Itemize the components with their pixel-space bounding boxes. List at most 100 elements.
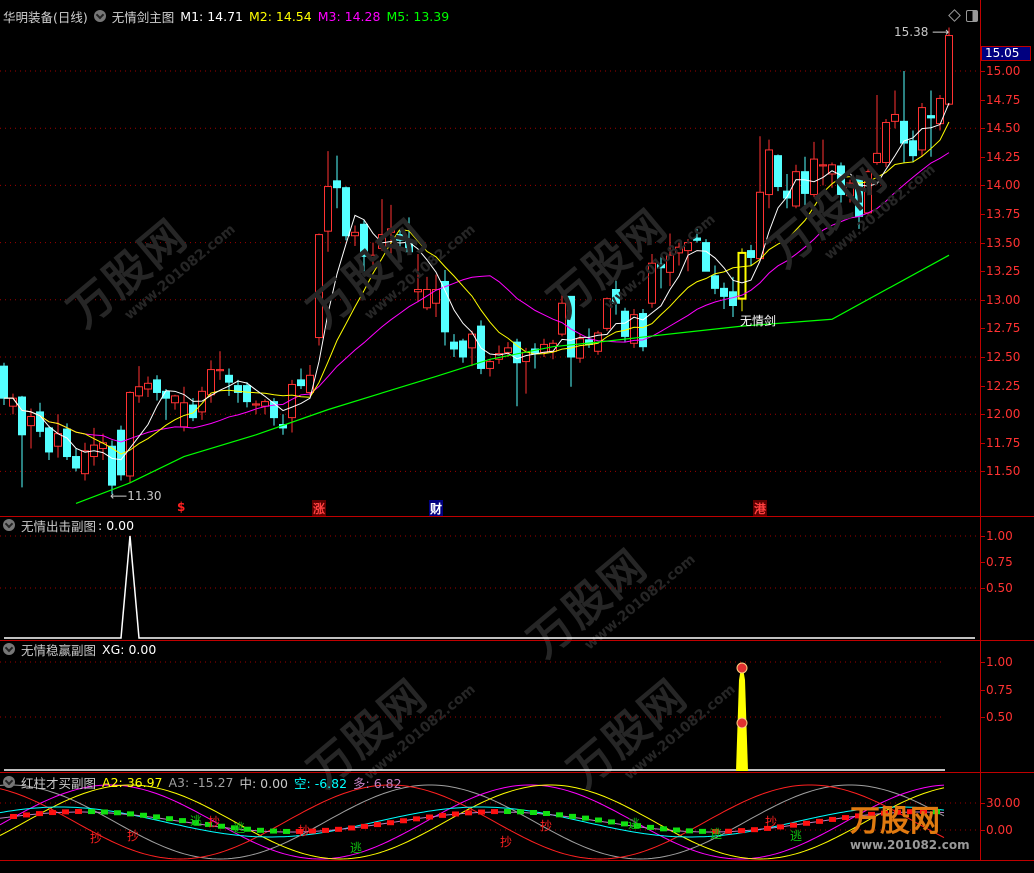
axis-tick — [980, 442, 985, 444]
candle-body — [576, 338, 584, 359]
candle-body — [792, 171, 800, 207]
candle — [333, 155, 341, 209]
oscillator-bar — [10, 814, 17, 819]
panel-divider[interactable] — [0, 640, 1034, 641]
price-axis-label: 13.50 — [986, 235, 1021, 250]
panel2-value: XG: 0.00 — [102, 641, 157, 657]
oscillator-bar — [257, 827, 264, 833]
candle — [36, 402, 44, 438]
axis-tick — [980, 185, 985, 187]
price-axis-label: 14.25 — [986, 149, 1021, 164]
oscillator-bar — [309, 828, 316, 834]
candle-body — [747, 250, 755, 258]
candle — [774, 154, 782, 192]
panel-divider[interactable] — [0, 516, 1034, 517]
short-value: 空: -6.82 — [294, 775, 348, 791]
axis-tick — [980, 271, 985, 273]
axis-tick — [980, 717, 985, 718]
oscillator-bar — [933, 809, 940, 815]
chevron-down-icon[interactable] — [3, 519, 15, 531]
signal-coin-icon — [736, 662, 748, 674]
oscillator-bar — [777, 824, 784, 830]
candle-body — [459, 340, 467, 358]
candle — [27, 408, 35, 449]
panel-divider[interactable] — [0, 772, 1034, 773]
candle-body — [405, 239, 413, 253]
sell-signal: 逃 — [350, 841, 362, 855]
candle — [225, 368, 233, 396]
oscillator-bar — [920, 809, 927, 814]
candle — [756, 136, 764, 261]
candle-body — [810, 158, 818, 196]
sell-signal: 逃 — [710, 827, 722, 841]
candle — [315, 233, 323, 346]
candlestick-chart[interactable] — [0, 0, 980, 516]
candle — [801, 156, 809, 209]
panel2-axis-label: 0.75 — [986, 682, 1013, 697]
event-marker[interactable]: $ — [177, 500, 186, 514]
oscillator-bar — [49, 810, 56, 816]
oscillator-bar — [23, 812, 30, 818]
chevron-down-icon[interactable] — [3, 643, 15, 655]
candle-body — [387, 228, 395, 233]
candle — [459, 338, 467, 363]
oscillator-bar — [569, 813, 576, 819]
price-axis-label: 11.50 — [986, 464, 1021, 479]
candle-body — [324, 186, 332, 232]
candle-body — [846, 182, 854, 197]
panel3-title[interactable]: 红柱才买副图 — [21, 775, 97, 791]
candle — [414, 254, 422, 303]
ma-line-m3 — [4, 152, 950, 443]
candle-body — [369, 254, 377, 258]
candle-body — [297, 379, 305, 387]
candle-body — [468, 333, 476, 349]
candle — [153, 375, 161, 401]
candle — [387, 204, 395, 255]
candle-body — [360, 223, 368, 257]
candle-body — [396, 234, 404, 241]
event-marker[interactable]: 港 — [753, 500, 768, 517]
event-marker[interactable]: 涨 — [312, 500, 327, 517]
panel1-chart[interactable]: 抄抄抄抄逃 逃逃 抄抄 逃逃抄逃 — [0, 0, 980, 873]
candle — [171, 394, 179, 410]
axis-tick — [980, 214, 985, 215]
oscillator-bar — [88, 809, 95, 815]
candle — [45, 425, 53, 460]
candle — [576, 334, 584, 363]
event-marker[interactable]: 财 — [429, 500, 444, 517]
oscillator-bar — [244, 826, 251, 832]
chevron-down-icon[interactable] — [93, 10, 106, 22]
candle-body — [333, 180, 341, 189]
candle — [450, 334, 458, 357]
oscillator-bar — [530, 809, 537, 815]
candle-body — [891, 113, 899, 122]
axis-tick — [980, 128, 985, 130]
oscillator-bar — [907, 809, 914, 815]
panel2-title[interactable]: 无情稳赢副图 — [21, 642, 97, 658]
oscillator-bar — [842, 815, 849, 821]
candle-body — [657, 263, 665, 269]
oscillator-bar — [634, 823, 641, 829]
panel1-value: : 0.00 — [98, 517, 135, 533]
candle — [81, 442, 89, 481]
candle — [648, 254, 656, 308]
candle-body — [450, 341, 458, 350]
candle — [72, 448, 80, 472]
candle-body — [486, 361, 494, 369]
candle-body — [765, 149, 773, 196]
oscillator-bar — [868, 811, 875, 817]
panel-toggle-icon[interactable] — [966, 10, 978, 22]
signal-coin-icon — [736, 717, 748, 729]
price-axis-label: 11.75 — [986, 435, 1021, 450]
sell-signal: 逃 — [190, 814, 202, 828]
panel1-title[interactable]: 无情出击副图 — [21, 518, 97, 534]
candle-body — [63, 428, 71, 458]
indicator-name[interactable]: 无情剑主图 — [111, 9, 175, 25]
price-axis-label: 12.25 — [986, 378, 1021, 393]
oscillator-bar — [218, 823, 225, 829]
oscillator-bar — [270, 828, 277, 834]
candle — [360, 219, 368, 272]
candle — [900, 71, 908, 163]
oscillator-bar — [426, 814, 433, 820]
chevron-down-icon[interactable] — [3, 776, 15, 788]
